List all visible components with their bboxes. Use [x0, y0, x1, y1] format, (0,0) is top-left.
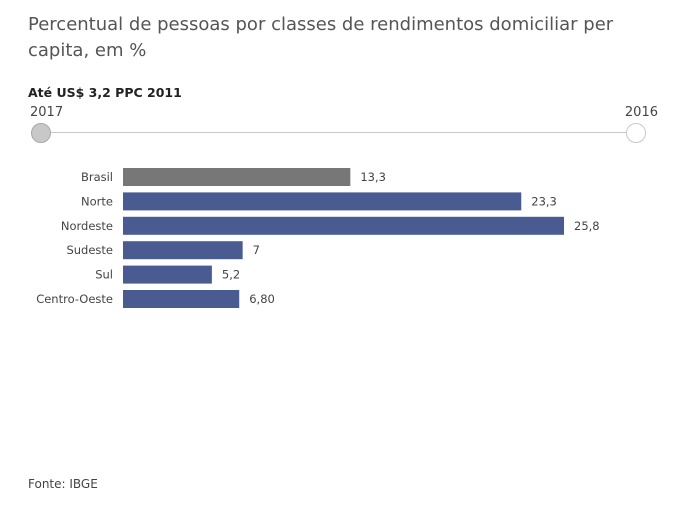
bar-norte[interactable]: [123, 192, 522, 211]
category-label: Sudeste: [66, 243, 113, 257]
bar-brasil[interactable]: [123, 168, 351, 186]
slider-end-label: 2016: [624, 105, 658, 120]
slider-handle-start[interactable]: [31, 123, 51, 143]
category-label: Norte: [81, 194, 113, 208]
value-label: 5,2: [222, 268, 240, 282]
bar-sul[interactable]: [123, 265, 212, 284]
bar-centro-oeste[interactable]: [123, 290, 240, 308]
source-note: Fonte: IBGE: [28, 477, 98, 491]
value-label: 6,80: [249, 292, 275, 306]
bar-sudeste[interactable]: [123, 241, 243, 260]
slider-handle-end[interactable]: [626, 123, 646, 143]
category-label: Nordeste: [61, 219, 113, 233]
bar-chart: Brasil 13,3 Norte 23,3 Nordeste 25,8 Sudeste 7 S…: [36, 168, 600, 308]
value-label: 25,8: [574, 219, 600, 233]
bar-nordeste[interactable]: [123, 216, 564, 235]
value-label: 13,3: [360, 170, 386, 184]
chart-subtitle: Até US$ 3,2 PPC 2011: [28, 85, 182, 100]
category-label: Sul: [95, 268, 113, 282]
slider-start-label: 2017: [30, 105, 64, 120]
value-label: 23,3: [531, 194, 557, 208]
slider-track[interactable]: [42, 132, 646, 133]
value-label: 7: [253, 243, 260, 257]
category-label: Centro-Oeste: [36, 292, 113, 306]
category-label: Brasil: [81, 170, 113, 184]
chart-title: Percentual de pessoas por classes de ren…: [28, 14, 614, 61]
year-slider[interactable]: 2017 2016: [28, 105, 660, 149]
